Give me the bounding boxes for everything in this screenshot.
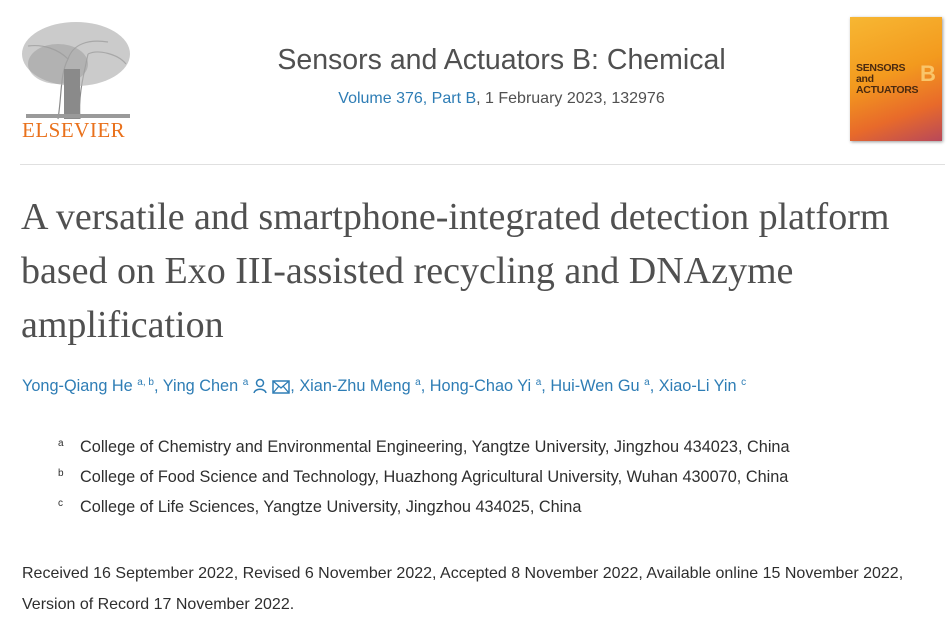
author[interactable]: Xian-Zhu Meng a [299,377,421,395]
envelope-icon[interactable] [272,380,290,394]
author[interactable]: Yong-Qiang He a, b [22,377,154,395]
author[interactable]: Xiao-Li Yin c [658,377,747,395]
person-icon[interactable] [252,378,268,394]
author[interactable]: Hui-Wen Gu a [550,377,650,395]
journal-cover-image[interactable]: SENSORS and ACTUATORS B [850,17,942,141]
journal-title[interactable]: Sensors and Actuators B: Chemical [277,44,726,76]
article-title: A versatile and smartphone-integrated de… [21,196,890,346]
divider [20,164,945,165]
volume-link[interactable]: Volume 376, Part B [338,90,477,107]
cover-title: SENSORS and ACTUATORS [856,62,919,96]
elsevier-tree-logo[interactable] [18,14,136,144]
affiliation: b College of Food Science and Technology,… [58,468,789,486]
affiliation: a College of Chemistry and Environmental … [58,438,790,456]
author[interactable]: Hong-Chao Yi a [429,377,542,395]
issue-info: Volume 376, Part B, 1 February 2023, 132… [0,90,952,108]
author[interactable]: Ying Chen a [162,377,249,395]
author-list: Yong-Qiang He a, b, Ying Chen a, Xian-Zh… [22,377,747,395]
affiliation: c College of Life Sciences, Yangtze Unive… [58,498,582,516]
elsevier-wordmark: ELSEVIER [22,118,126,142]
issue-date: , 1 February 2023, 132976 [476,90,665,107]
cover-letter: B [920,61,936,86]
publication-history: Received 16 September 2022, Revised 6 No… [22,565,904,613]
